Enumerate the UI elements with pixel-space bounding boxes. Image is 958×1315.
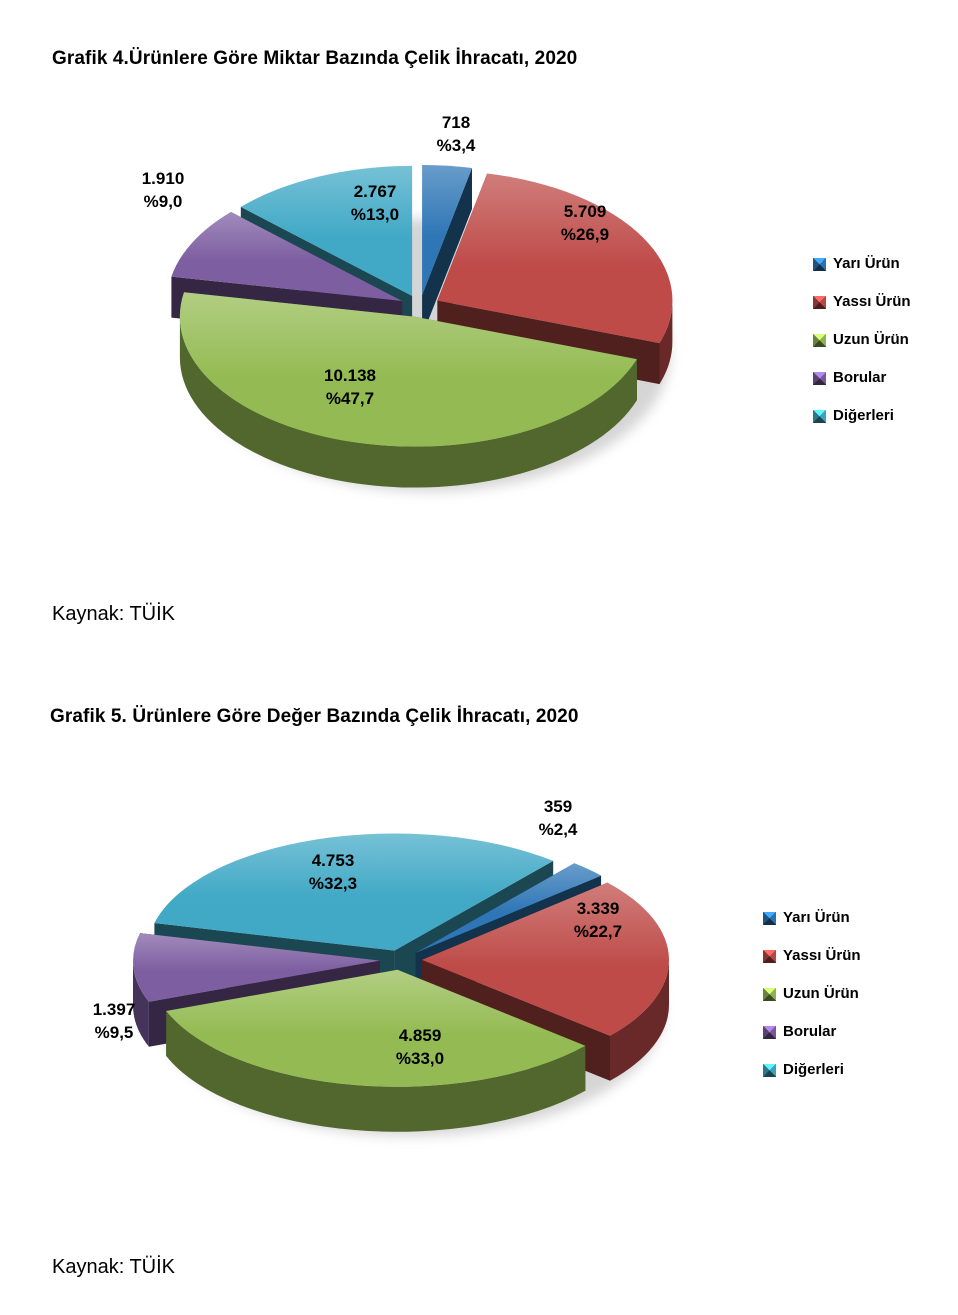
legend-color-swatch-icon	[813, 257, 826, 271]
legend-item-label: Diğerleri	[783, 1061, 844, 1078]
slice-percent: %26,9	[560, 225, 610, 244]
pie-slice-gloss	[240, 165, 413, 296]
legend-item-digerleri: Diğerleri	[813, 407, 911, 425]
legend-item-label: Borular	[833, 369, 887, 386]
slice-percent: %33,0	[395, 1049, 445, 1068]
slice-percent: %47,7	[325, 389, 375, 408]
source-note-grafik-4: Kaynak: TÜİK	[52, 603, 176, 625]
legend-item-label: Yarı Ürün	[833, 255, 900, 272]
legend-item-label: Uzun Ürün	[783, 985, 859, 1002]
pie-slice-gloss	[415, 863, 602, 953]
slice-value: 2.767	[353, 182, 397, 201]
legend-color-swatch-icon	[763, 1025, 776, 1039]
legend-color-swatch-icon	[763, 949, 776, 963]
legend-item-label: Borular	[783, 1023, 837, 1040]
source-note-grafik-5: Kaynak: TÜİK	[52, 1256, 176, 1278]
legend-item-yari-urun: Yarı Ürün	[813, 255, 911, 273]
pie-slice-gloss	[422, 882, 670, 1036]
pie-slice-gloss	[422, 165, 472, 295]
pie-slice-gloss	[133, 933, 380, 1002]
pie-slice-gloss	[171, 212, 403, 301]
pie-slice-rim	[133, 960, 149, 1047]
legend-item-borular: Borular	[763, 1023, 861, 1041]
slice-value: 5.709	[563, 202, 607, 221]
pie-slice-gloss	[166, 969, 586, 1087]
pie-slice-rim	[659, 300, 673, 385]
slice-value: 4.753	[311, 851, 355, 870]
slice-percent: %2,4	[538, 820, 578, 839]
slice-value: 10.138	[324, 366, 376, 385]
legend-color-swatch-icon	[813, 295, 826, 309]
slice-label-yari-urun: 359 %2,4	[539, 795, 578, 841]
slice-label-digerleri: 2.767 %13,0	[351, 180, 399, 226]
pie-chart-value	[133, 833, 670, 1136]
slice-label-borular: 1.910 %9,0	[142, 167, 185, 213]
slice-value: 1.397	[92, 1000, 136, 1019]
slice-label-digerleri: 4.753 %32,3	[309, 849, 357, 895]
slice-label-uzun-urun: 10.138 %47,7	[324, 364, 376, 410]
slice-label-yassi-urun: 5.709 %26,9	[561, 200, 609, 246]
legend-color-swatch-icon	[813, 409, 826, 423]
slice-label-uzun-urun: 4.859 %33,0	[396, 1024, 444, 1070]
pie-slice-rim	[610, 959, 669, 1081]
legend: Yarı Ürün Yassı Ürün Uzun Ürün Borular D…	[763, 909, 861, 1079]
slice-value: 1.910	[141, 169, 185, 188]
legend-item-uzun-urun: Uzun Ürün	[813, 331, 911, 349]
legend-color-swatch-icon	[813, 371, 826, 385]
slice-label-yassi-urun: 3.339 %22,7	[574, 897, 622, 943]
legend-item-label: Yassı Ürün	[783, 947, 861, 964]
slice-label-yari-urun: 718 %3,4	[437, 111, 476, 157]
legend-color-swatch-icon	[813, 333, 826, 347]
slice-percent: %9,0	[143, 192, 183, 211]
pie-slice-side	[422, 168, 472, 336]
legend-item-borular: Borular	[813, 369, 911, 387]
pie-slice-gloss	[179, 292, 637, 447]
slice-percent: %13,0	[350, 205, 400, 224]
slice-value: 4.859	[398, 1026, 442, 1045]
slice-value: 718	[441, 113, 471, 132]
legend-item-yassi-urun: Yassı Ürün	[813, 293, 911, 311]
legend-item-label: Uzun Ürün	[833, 331, 909, 348]
legend-color-swatch-icon	[763, 911, 776, 925]
slice-label-borular: 1.397 %9,5	[93, 998, 136, 1044]
legend-item-uzun-urun: Uzun Ürün	[763, 985, 861, 1003]
slice-percent: %9,5	[94, 1023, 134, 1042]
slice-percent: %3,4	[436, 136, 476, 155]
legend-item-digerleri: Diğerleri	[763, 1061, 861, 1079]
legend-item-yari-urun: Yarı Ürün	[763, 909, 861, 927]
legend-color-swatch-icon	[763, 987, 776, 1001]
slice-value: 3.339	[576, 899, 620, 918]
pie-slice-gloss	[154, 833, 554, 951]
legend-item-label: Yarı Ürün	[783, 909, 850, 926]
legend-item-label: Yassı Ürün	[833, 293, 911, 310]
slice-percent: %22,7	[573, 922, 623, 941]
legend-color-swatch-icon	[763, 1063, 776, 1077]
chart-title-grafik-4: Grafik 4.Ürünlere Göre Miktar Bazında Çe…	[52, 48, 578, 69]
slice-value: 359	[543, 797, 573, 816]
legend-item-yassi-urun: Yassı Ürün	[763, 947, 861, 965]
slice-percent: %32,3	[308, 874, 358, 893]
legend-item-label: Diğerleri	[833, 407, 894, 424]
pie-slice-rim	[166, 1011, 586, 1132]
pie-chart-quantity	[171, 165, 673, 492]
chart-title-grafik-5: Grafik 5. Ürünlere Göre Değer Bazında Çe…	[50, 706, 579, 727]
pie-slice-rim	[179, 316, 637, 488]
pie-slice-gloss	[437, 173, 673, 344]
legend: Yarı Ürün Yassı Ürün Uzun Ürün Borular D…	[813, 255, 911, 425]
